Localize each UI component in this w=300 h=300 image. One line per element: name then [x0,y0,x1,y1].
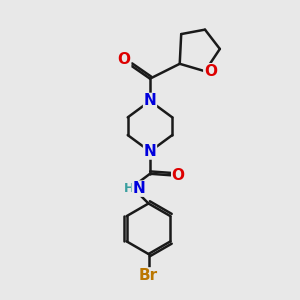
Text: N: N [144,94,156,109]
Text: O: O [204,64,217,79]
Text: O: O [118,52,130,67]
Text: O: O [172,168,185,183]
Text: N: N [132,181,145,196]
Text: N: N [144,144,156,159]
Text: Br: Br [139,268,158,283]
Text: H: H [123,182,134,195]
